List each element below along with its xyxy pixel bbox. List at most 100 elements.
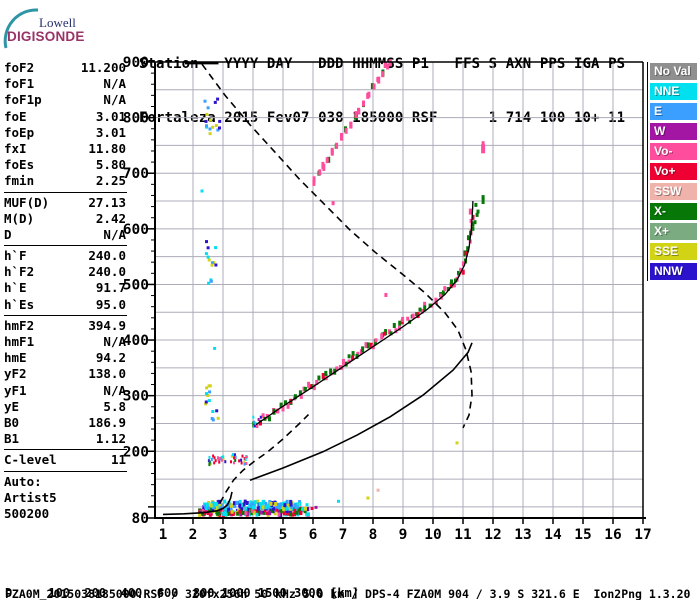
param-row: 500200 xyxy=(4,506,127,522)
logo-arc-icon xyxy=(3,8,39,49)
param-name: yE xyxy=(4,398,20,414)
x-tick-label: 6 xyxy=(309,527,318,543)
param-row: D N/A xyxy=(4,227,127,243)
legend-item-nnw: NNW xyxy=(650,263,697,280)
y-tick-label: 800 xyxy=(123,111,149,127)
param-value: 2.42 xyxy=(95,210,126,226)
param-row: B0 186.9 xyxy=(4,415,127,431)
param-separator xyxy=(4,449,127,451)
param-value: 138.0 xyxy=(88,366,126,382)
x-tick-label: 12 xyxy=(484,527,501,543)
param-row: B1 1.12 xyxy=(4,431,127,447)
header-column-titles: Station YYYY DAY DDD HHMMSS P1 FFS S AXN… xyxy=(139,56,626,72)
param-row: h`F 240.0 xyxy=(4,248,127,264)
header-block: Station YYYY DAY DDD HHMMSS P1 FFS S AXN… xyxy=(139,19,625,163)
param-name: h`Es xyxy=(4,296,35,312)
param-row: Artist5 xyxy=(4,490,127,506)
param-value: 11 xyxy=(110,452,126,468)
logo-lowell-text: Lowell xyxy=(39,15,76,30)
lowell-digisonde-logo: Lowell DIGISONDE xyxy=(2,6,122,52)
param-row: hmE 94.2 xyxy=(4,350,127,366)
x-tick-label: 5 xyxy=(279,527,288,543)
param-name: foF1 xyxy=(4,76,35,92)
param-value: 394.9 xyxy=(88,317,126,333)
param-row: foF1 N/A xyxy=(4,76,127,92)
x-tick-label: 9 xyxy=(399,527,408,543)
param-row: fxI 11.80 xyxy=(4,141,127,157)
param-name: B0 xyxy=(4,414,20,430)
y-tick-label: 900 xyxy=(123,55,149,71)
param-value: N/A xyxy=(103,76,126,92)
x-tick-label: 8 xyxy=(369,527,378,543)
profile-and-trace-lines xyxy=(162,61,474,516)
param-value: 240.0 xyxy=(88,264,126,280)
param-row: h`Es 95.0 xyxy=(4,297,127,313)
param-row: yF2 138.0 xyxy=(4,366,127,382)
scaled-parameters-panel: foF2 11.200 foF1 N/A foF1p N/A foE 3.01 foEp 3.01… xyxy=(4,60,127,522)
legend-item-vo-: Vo+ xyxy=(650,163,697,180)
param-name: foE xyxy=(4,108,27,124)
param-value: N/A xyxy=(103,92,126,108)
param-name: hmF2 xyxy=(4,317,35,333)
y-tick-label: 400 xyxy=(123,333,149,349)
param-value: 95.0 xyxy=(95,296,126,312)
echo-points xyxy=(198,59,486,518)
param-value: 11.200 xyxy=(80,60,126,75)
y-tick-label: 200 xyxy=(123,444,149,460)
param-row: Auto: xyxy=(4,474,127,490)
param-value: N/A xyxy=(103,334,126,349)
param-name: hmE xyxy=(4,350,27,366)
param-value: 5.80 xyxy=(95,157,126,173)
param-row: hmF1 N/A xyxy=(4,334,127,350)
param-name: yF2 xyxy=(4,366,27,382)
x-tick-label: 3 xyxy=(219,527,228,543)
param-value: 186.9 xyxy=(88,414,126,430)
param-value: 240.0 xyxy=(88,248,126,264)
param-name: hmF1 xyxy=(4,334,35,349)
x-tick-label: 13 xyxy=(514,527,531,543)
param-row: foEs 5.80 xyxy=(4,157,127,173)
x-tick-label: 10 xyxy=(424,527,441,543)
x-tick-label: 7 xyxy=(339,527,348,543)
legend-item-no-val: No Val xyxy=(650,63,697,80)
param-separator xyxy=(4,314,127,316)
param-row: M(D) 2.42 xyxy=(4,211,127,227)
param-row: foE 3.01 xyxy=(4,109,127,125)
param-name: 500200 xyxy=(4,505,50,521)
param-name: h`F2 xyxy=(4,264,35,280)
param-name: Artist5 xyxy=(4,489,57,505)
dmuf-d-row: D 100 200 400 600 800 1000 1500 3000 [km… xyxy=(5,586,360,600)
param-separator xyxy=(4,245,127,247)
param-value: 27.13 xyxy=(88,194,126,210)
param-name: fmin xyxy=(4,173,35,189)
param-row: MUF(D) 27.13 xyxy=(4,195,127,211)
param-name: yF1 xyxy=(4,382,27,398)
param-row: h`F2 240.0 xyxy=(4,264,127,280)
param-value: N/A xyxy=(103,382,126,398)
plot-axes xyxy=(148,61,648,524)
param-name: C-level xyxy=(4,452,57,468)
param-row: h`E 91.7 xyxy=(4,280,127,296)
param-row: hmF2 394.9 xyxy=(4,318,127,334)
y-tick-label: 700 xyxy=(123,166,149,182)
param-value: 94.2 xyxy=(95,350,126,366)
param-name: h`F xyxy=(4,248,27,264)
x-tick-label: 1 xyxy=(159,527,168,543)
param-row: foF1p N/A xyxy=(4,92,127,108)
param-value: 91.7 xyxy=(95,280,126,296)
file-info-line: FZA0M_2015038185000.RSF / 320fx256h 50 k… xyxy=(5,587,691,600)
legend-item-ssw: SSW xyxy=(650,183,697,200)
param-value: 2.25 xyxy=(95,173,126,189)
legend-item-nne: NNE xyxy=(650,83,697,100)
x-tick-label: 16 xyxy=(604,527,621,543)
param-value: 3.01 xyxy=(95,108,126,124)
param-name: fxI xyxy=(4,140,27,156)
x-tick-label: 4 xyxy=(249,527,258,543)
param-row: yE 5.8 xyxy=(4,399,127,415)
param-separator xyxy=(4,191,127,193)
param-name: h`E xyxy=(4,280,27,296)
param-row: C-level 11 xyxy=(4,452,127,468)
